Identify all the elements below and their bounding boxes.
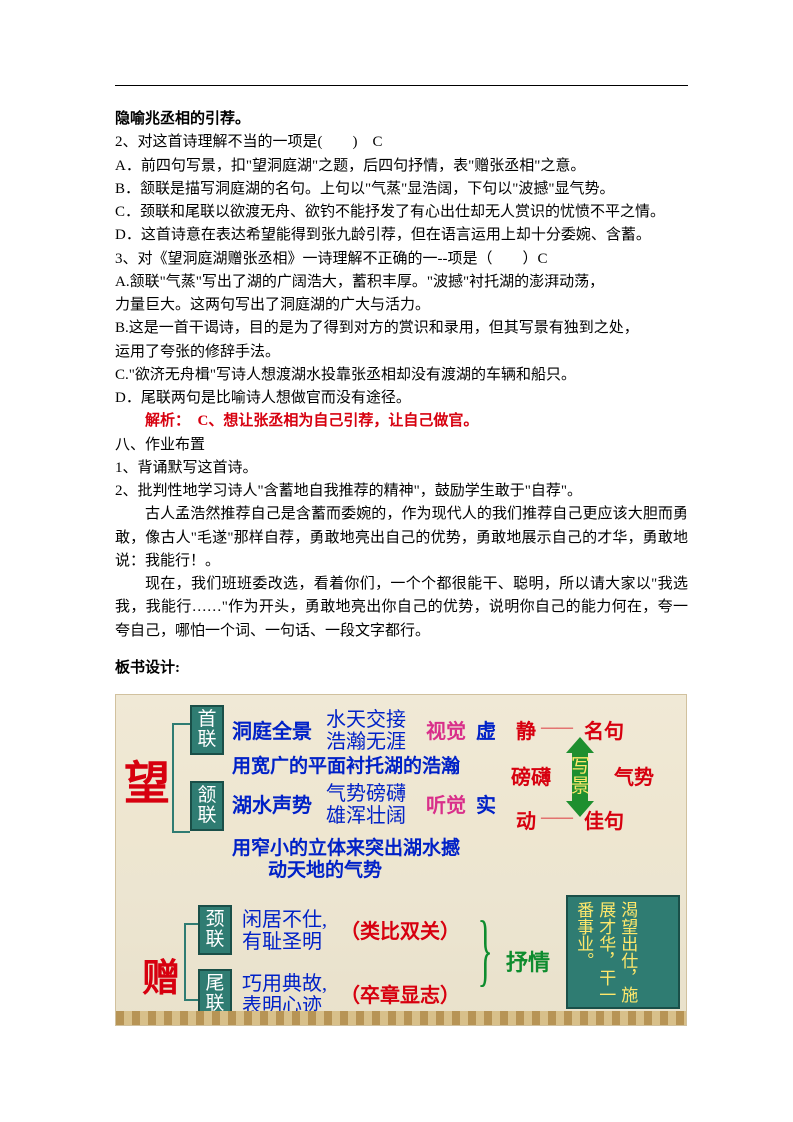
text-xu: 虚 <box>476 715 496 744</box>
lead-bold: 隐喻兆丞相的引荐。 <box>115 108 688 131</box>
char-wang: 望 <box>124 747 170 813</box>
text-pangbo: 磅礴 <box>511 761 551 790</box>
text-yongkuan: 用宽广的平面衬托湖的浩瀚 <box>232 751 460 778</box>
connector <box>172 723 190 725</box>
char-zeng: 赠 <box>142 947 180 1002</box>
label-xiejing: 写景 <box>571 757 594 797</box>
box-jinglian: 颈联 <box>198 905 232 955</box>
box-shoulian: 首联 <box>190 705 224 755</box>
text-yongzhai2: 动天地的气势 <box>268 855 382 882</box>
q3-B2: 运用了夸张的修辞手法。 <box>115 341 688 364</box>
para2: 现在，我们班班委改选，看着你们，一个个都很能干、聪明，所以请大家以"我选我，我能… <box>115 573 688 643</box>
text-hushui: 湖水声势 <box>232 789 312 818</box>
text-zuzhang: （卒章显志） <box>340 979 460 1008</box>
text-dong: 动 <box>516 805 536 834</box>
q2-stem: 2、对这首诗理解不当的一项是( ) C <box>115 131 688 154</box>
sec8-title: 八、作业布置 <box>115 434 688 457</box>
q2-A: A．前四句写景，扣"望洞庭湖"之题，后四句抒情，表"赠张丞相"之意。 <box>115 155 688 178</box>
board-title: 板书设计: <box>115 657 688 680</box>
text-haohan: 浩瀚无涯 <box>326 725 406 754</box>
hw2: 2、批判性地学习诗人"含蓄地自我推荐的精神"，鼓励学生敢于"自荐"。 <box>115 480 688 503</box>
board-diagram: 望 赠 首联 颔联 颈联 尾联 洞庭全景 水天交接 浩瀚无涯 视觉 虚 静 ——… <box>115 694 687 1026</box>
para1: 古人孟浩然推荐自己是含蓄而委婉的，作为现代人的我们推荐自己更应该大胆而勇敢，像古… <box>115 503 688 573</box>
connector <box>172 831 190 833</box>
text-leibi: （类比双关） <box>340 915 460 944</box>
q3-B1: B.这是一首干谒诗，目的是为了得到对方的赏识和录用，但其写景有独到之处， <box>115 317 688 340</box>
text-xionghun: 雄浑壮阔 <box>326 799 406 828</box>
q2-D: D．这首诗意在表达希望能得到张九龄引荐，但在语言运用上却十分委婉、含蓄。 <box>115 224 688 247</box>
q2-B: B．颔联是描写洞庭湖的名句。上句以"气蒸"显浩阔，下句以"波撼"显气势。 <box>115 178 688 201</box>
text-qishi2: 气势 <box>614 761 654 790</box>
connector <box>184 923 186 1001</box>
q3-stem: 3、对《望洞庭湖赠张丞相》一诗理解不正确的一--项是（ ）C <box>115 248 688 271</box>
goal-text: 渴望出仕，施展才华，干一番事业。 <box>568 897 642 1007</box>
arrow-xiejing: 写景 <box>566 737 594 817</box>
connector <box>184 999 198 1001</box>
text-shi: 实 <box>476 789 496 818</box>
top-rule <box>115 85 688 86</box>
dash1: —— <box>541 719 573 737</box>
text-shijue: 视觉 <box>426 715 466 744</box>
connector <box>172 723 174 833</box>
q3-D: D．尾联两句是比喻诗人想做官而没有途径。 <box>115 387 688 410</box>
pattern-bar <box>116 1011 686 1025</box>
box-hanlian: 颔联 <box>190 781 224 831</box>
goal-box: 渴望出仕，施展才华，干一番事业。 <box>566 895 680 1009</box>
q3-A1: A.颔联"气蒸"写出了湖的广阔浩大，蓄积丰厚。"波撼"衬托湖的澎湃动荡， <box>115 271 688 294</box>
text-shuqing: 抒情 <box>506 945 550 977</box>
text-tingjue: 听觉 <box>426 789 466 818</box>
q3-A2: 力量巨大。这两句写出了洞庭湖的广大与活力。 <box>115 294 688 317</box>
text-dongting: 洞庭全景 <box>232 715 312 744</box>
document-page: 隐喻兆丞相的引荐。 2、对这首诗理解不当的一项是( ) C A．前四句写景，扣"… <box>0 0 793 1122</box>
brace-icon: } <box>478 905 493 996</box>
q3-answer: 解析： C、想让张丞相为自己引荐，让自己做官。 <box>115 410 688 433</box>
q2-C: C．颈联和尾联以欲渡无舟、欲钓不能抒发了有心出仕却无人赏识的忧愤不平之情。 <box>115 201 688 224</box>
q3-C: C."欲济无舟楫"写诗人想渡湖水投靠张丞相却没有渡湖的车辆和船只。 <box>115 364 688 387</box>
text-jing: 静 <box>516 715 536 744</box>
connector <box>184 923 198 925</box>
text-xianjv2: 有耻圣明 <box>242 925 322 954</box>
hw1: 1、背诵默写这首诗。 <box>115 457 688 480</box>
